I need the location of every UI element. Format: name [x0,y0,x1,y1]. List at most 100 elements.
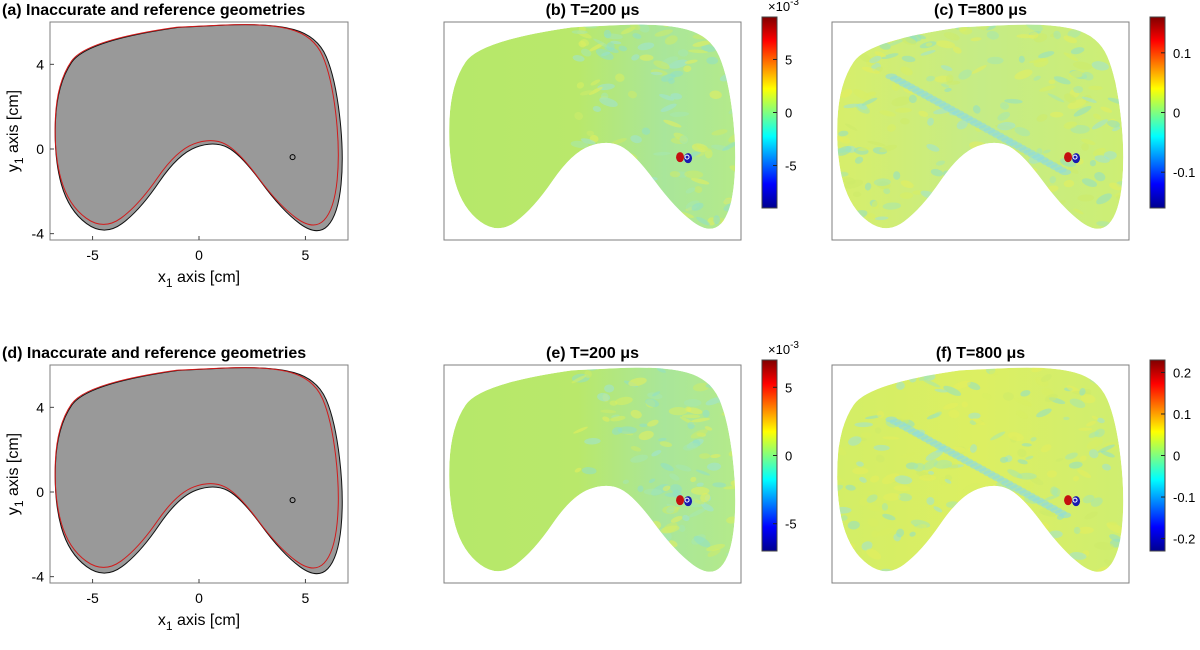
colorbar-tick-label: -5 [785,517,797,532]
field-texture [899,192,914,199]
field-texture [687,421,695,430]
field-texture [696,482,704,487]
field-texture [645,398,659,408]
field-texture [847,520,860,530]
field-texture [705,397,722,406]
field-texture [603,29,612,39]
field-texture [1068,167,1079,174]
field-texture [573,426,588,434]
field-texture [728,133,736,143]
field-texture [630,454,648,463]
field-texture [968,412,981,420]
colorbar-tick-label: -0.1 [1173,490,1195,505]
field-texture [595,48,614,60]
field-texture [694,186,703,193]
field-texture [1033,75,1041,81]
colorbar-tick-label: 0.2 [1173,365,1191,380]
field-texture [615,73,625,82]
field-texture [918,374,931,381]
field-texture [1036,114,1048,122]
field-texture [1038,51,1055,59]
colorbar-tick-label: 5 [785,380,792,395]
field-texture [870,475,880,483]
field-texture [943,32,960,41]
field-texture [712,482,727,488]
field-texture [871,200,880,209]
field-texture [688,49,708,54]
field-texture [896,381,905,390]
field-texture [580,48,592,57]
field-texture [844,123,858,131]
field-texture [972,105,981,114]
field-texture [679,135,689,145]
field-texture [670,515,683,523]
field-texture [695,469,710,476]
field-texture [652,391,661,397]
field-texture [945,74,954,83]
field-texture [1112,126,1121,132]
geometry-panel-2: (d) Inaccurate and reference geometries -… [2,345,349,633]
field-texture [621,26,636,35]
field-texture [586,130,595,137]
field-texture [1014,127,1031,137]
field-texture [928,471,935,475]
field-texture [901,37,917,45]
field-texture [982,393,992,400]
field-texture [1052,487,1061,497]
field-texture [1007,432,1024,442]
field-texture [1079,388,1086,396]
field-texture [891,96,911,107]
field-texture [970,37,982,42]
field-texture [969,444,977,453]
field-texture [961,401,968,408]
field-texture [874,51,886,58]
field-texture [853,89,871,101]
field-texture [629,24,641,30]
field-texture [661,73,676,82]
field-texture [925,42,933,47]
reference-geometry-curve [54,367,339,569]
field-texture [669,473,680,481]
field-texture [909,531,916,537]
field-texture [1109,182,1123,191]
field-panel-title: (c) T=800 μs [934,2,1027,19]
field-texture [948,409,960,419]
field-texture [695,151,706,157]
field-texture [918,110,929,117]
field-texture [666,506,675,514]
field-texture [669,171,681,178]
geometry-panel-title: (a) Inaccurate and reference geometries [2,2,305,19]
field-texture [1031,367,1047,373]
field-texture [647,419,659,427]
field-texture [1028,32,1039,39]
field-texture [1036,408,1052,418]
x-tick-label: 5 [302,590,310,606]
field-texture [899,452,916,459]
field-texture [678,524,686,532]
y-axis-label-main: y [5,507,22,515]
field-texture [610,415,626,422]
field-texture [936,40,956,49]
field-texture [1018,55,1025,63]
field-texture [1042,149,1051,154]
field-texture [579,90,593,96]
field-texture [1047,185,1059,192]
field-texture [866,494,878,503]
field-texture [1097,444,1115,453]
field-texture [1109,521,1118,526]
field-texture [1040,444,1052,453]
y-tick-label: 4 [36,56,44,72]
field-texture [706,56,719,65]
field-texture [876,410,885,419]
field-texture [840,89,853,98]
field-texture [986,31,1000,40]
field-texture [639,423,648,428]
field-texture [584,437,601,445]
field-texture [1046,470,1057,478]
x-axis-label-sub: 1 [166,619,173,633]
field-texture [882,436,900,440]
source-marker [684,154,690,160]
field-texture [881,53,899,60]
field-texture [869,55,882,64]
field-texture [1047,93,1065,103]
